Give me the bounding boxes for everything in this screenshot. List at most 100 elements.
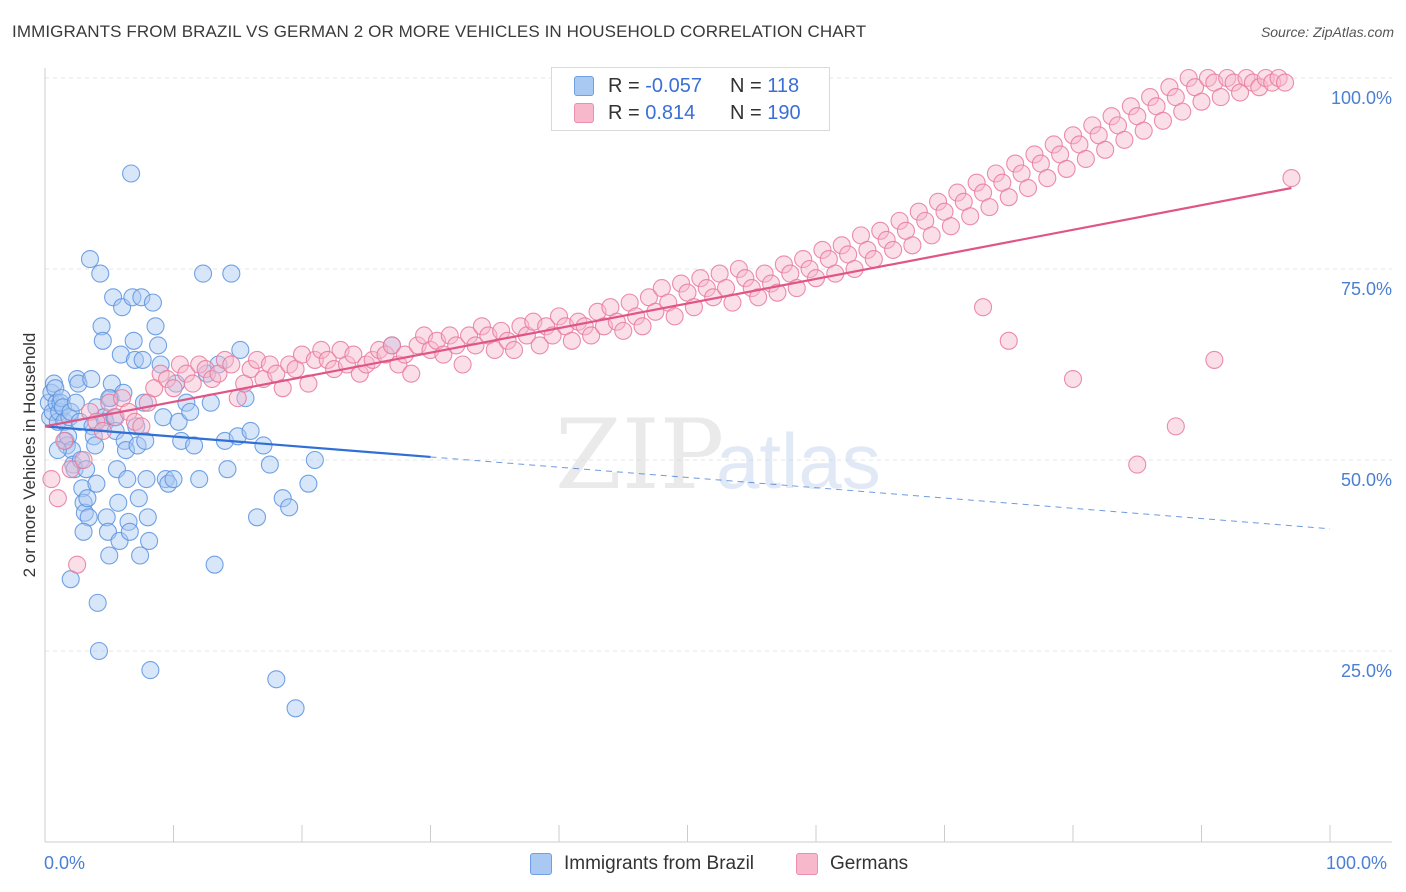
- y-tick-label: 50.0%: [1340, 470, 1392, 490]
- data-point: [1057, 159, 1076, 178]
- data-point: [260, 355, 279, 374]
- y-tick-label: 75.0%: [1340, 279, 1392, 299]
- data-point: [382, 336, 402, 355]
- data-point: [104, 288, 123, 307]
- data-point: [582, 326, 601, 345]
- data-point: [755, 264, 774, 283]
- data-point: [80, 250, 100, 269]
- chart-title: IMMIGRANTS FROM BRAZIL VS GERMAN 2 OR MO…: [12, 22, 867, 41]
- data-point: [138, 508, 157, 527]
- data-point: [1256, 68, 1275, 88]
- data-point: [1006, 154, 1025, 173]
- source-label: Source: ZipAtlas.com: [1260, 24, 1394, 40]
- data-point: [280, 355, 299, 374]
- data-point: [402, 364, 421, 383]
- data-point: [691, 269, 710, 288]
- data-point: [845, 259, 864, 279]
- data-point: [218, 460, 237, 479]
- data-point: [78, 489, 97, 508]
- data-point: [169, 412, 188, 431]
- data-point: [190, 355, 209, 374]
- data-point: [729, 259, 748, 279]
- data-point: [137, 470, 156, 489]
- bottom-legend-brazil: Immigrants from Brazil: [530, 852, 754, 876]
- data-point: [122, 164, 141, 183]
- data-point: [231, 340, 250, 360]
- axes: [44, 68, 1392, 843]
- data-point: [170, 355, 189, 374]
- data-point: [84, 427, 103, 446]
- data-point: [205, 555, 224, 574]
- trend-line-germans: [44, 186, 1292, 428]
- data-point: [312, 340, 331, 360]
- data-point: [1018, 178, 1038, 198]
- data-point: [164, 379, 183, 398]
- data-point: [1263, 73, 1282, 92]
- data-point: [1192, 92, 1211, 111]
- data-point: [124, 331, 143, 350]
- data-point: [459, 326, 479, 345]
- data-point: [48, 489, 67, 508]
- data-point: [61, 460, 80, 479]
- data-point: [125, 412, 144, 431]
- data-point: [109, 493, 128, 512]
- legend-r-label: R =: [608, 74, 640, 97]
- x-tick-label-100: 100.0%: [1326, 853, 1388, 873]
- data-point: [118, 470, 137, 489]
- data-point: [768, 283, 787, 302]
- series-brazil-points: [39, 164, 402, 718]
- data-point: [92, 317, 111, 336]
- x-tick-label-0: 0.0%: [44, 853, 86, 873]
- data-point: [140, 531, 159, 551]
- data-point: [190, 470, 209, 489]
- data-point: [549, 307, 569, 326]
- data-point: [79, 508, 98, 527]
- data-point: [736, 269, 755, 288]
- data-point: [222, 355, 241, 374]
- legend-row-germans: R = 0.814 N = 190: [574, 102, 801, 124]
- data-point: [999, 188, 1018, 207]
- data-point: [52, 389, 71, 408]
- data-point: [1205, 350, 1224, 369]
- data-point: [74, 450, 93, 470]
- data-point: [813, 240, 832, 259]
- data-point: [858, 240, 877, 259]
- data-point: [286, 699, 305, 718]
- legend-r-label: R =: [608, 101, 640, 124]
- data-point: [82, 369, 101, 389]
- data-point: [1102, 107, 1121, 126]
- data-point: [1063, 369, 1083, 389]
- data-point: [305, 350, 324, 369]
- data-point: [871, 221, 890, 240]
- data-point: [73, 479, 92, 498]
- data-point: [864, 250, 883, 269]
- data-point: [215, 350, 234, 369]
- data-point: [749, 288, 768, 307]
- data-point: [1076, 149, 1095, 169]
- data-point: [89, 641, 109, 661]
- data-point: [1179, 68, 1198, 88]
- bottom-legend-label-brazil: Immigrants from Brazil: [564, 853, 755, 874]
- data-point: [967, 173, 986, 192]
- data-point: [267, 670, 286, 689]
- data-point: [119, 512, 138, 531]
- data-point: [1198, 68, 1217, 88]
- data-point: [504, 340, 524, 360]
- data-point: [1237, 68, 1256, 88]
- bottom-legend-label-germans: Germans: [830, 853, 909, 874]
- data-point: [43, 402, 62, 421]
- data-point: [241, 360, 260, 379]
- legend-swatch-germans: [574, 103, 594, 123]
- data-point: [91, 264, 110, 283]
- data-point: [794, 250, 813, 269]
- data-point: [185, 436, 204, 455]
- data-point: [181, 402, 200, 421]
- bottom-legend-germans: Germans: [796, 852, 908, 876]
- y-axis-label: 2 or more Vehicles in Household: [20, 332, 39, 578]
- data-point: [299, 474, 318, 493]
- data-point: [305, 450, 324, 470]
- data-point: [961, 207, 980, 226]
- data-point: [100, 389, 119, 408]
- data-point: [1160, 78, 1179, 97]
- data-point: [111, 345, 130, 364]
